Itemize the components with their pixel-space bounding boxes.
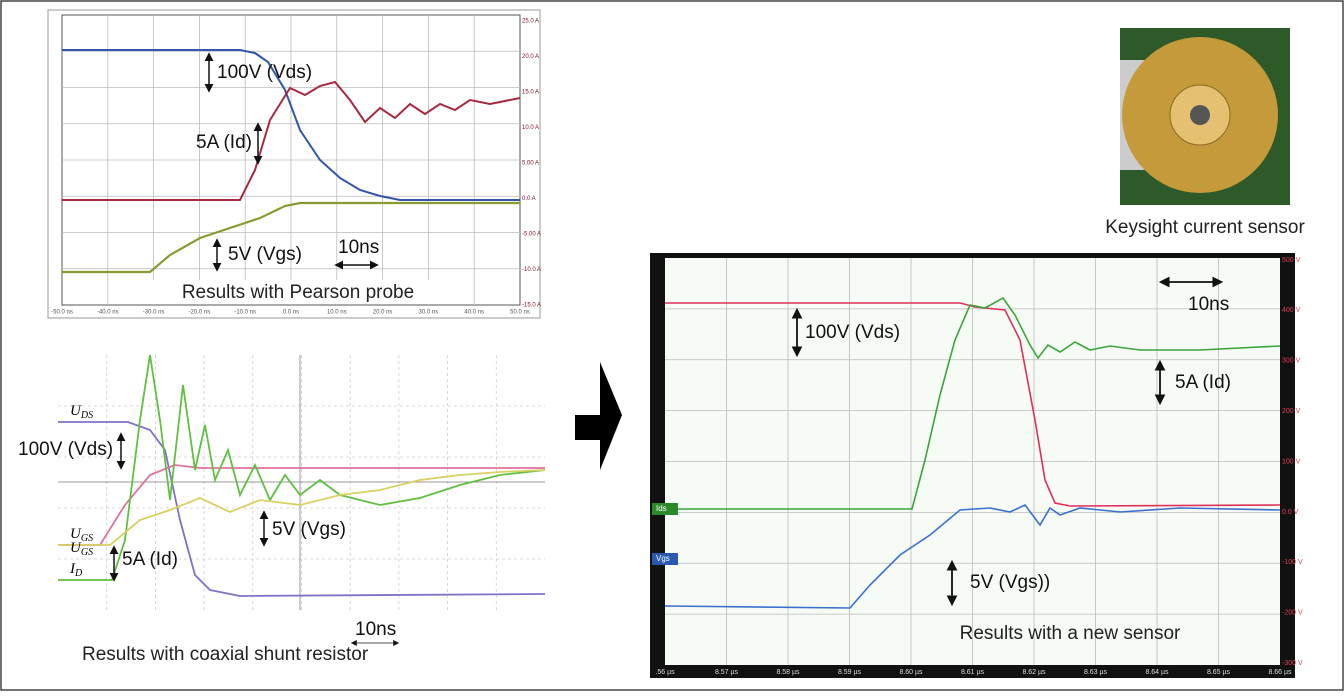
channel-tag: Ids: [656, 504, 667, 513]
right-axis-label: -100 V: [1282, 559, 1303, 566]
right-axis-label: 10.0 A: [522, 125, 539, 131]
bottom-axis-label: 8.65 µs: [1207, 669, 1231, 676]
photo-center: [1190, 105, 1210, 125]
id-trace: [62, 80, 521, 201]
right-axis-label: -10.0 A: [522, 267, 541, 273]
right-axis-label: -5.00 A: [522, 232, 541, 238]
annotation: 10ns: [338, 237, 379, 258]
signal-label: UGS: [70, 526, 93, 544]
signal-main: U: [70, 403, 82, 419]
coax-panel: UDS UGS UGS ID 100V (Vds) 5V (Vgs) 5A (I…: [18, 354, 546, 665]
annotation: 5A (Id): [122, 549, 178, 570]
right-axis-label: 400 V: [1282, 307, 1301, 314]
pearson-panel: 100V (Vds) 5A (Id) 5V (Vgs) 10ns Results…: [47, 9, 541, 319]
right-axis-label: 0.0 V: [1282, 509, 1299, 516]
annotation: 10ns: [355, 619, 396, 640]
vgs-trace: [664, 504, 1281, 609]
signal-label: ID: [69, 561, 83, 579]
caption: Results with Pearson probe: [182, 282, 414, 303]
annotation: 5V (Vgs): [228, 244, 302, 265]
bottom-axis-label: 8.61 µs: [961, 669, 985, 676]
caption: Results with coaxial shunt resistor: [82, 644, 369, 665]
bottom-axis-label: 10.0 ns: [327, 310, 347, 316]
vds-trace: [665, 302, 1281, 507]
id-trace: [665, 296, 1281, 510]
vds-trace: [62, 49, 520, 201]
annotation: 5V (Vgs)): [970, 572, 1050, 593]
bottom-axis-label: 50.0 ns: [510, 310, 530, 316]
uds-ringing-trace: [58, 354, 546, 581]
bottom-axis-label: -10.0 ns: [234, 310, 256, 316]
annotation: 100V (Vds): [805, 322, 900, 343]
transition-arrow: [575, 362, 622, 470]
right-axis-label: 100 V: [1282, 458, 1301, 465]
channel-tag-bg: [652, 553, 678, 565]
channel-tag-bg: [652, 503, 678, 515]
right-axis-label: -200 V: [1282, 610, 1303, 617]
bottom-axis-label: 30.0 ns: [419, 310, 439, 316]
signal-label: UDS: [70, 403, 93, 421]
bottom-axis-label: 8.60 µs: [899, 669, 923, 676]
bottom-axis-label: .56 µs: [655, 669, 675, 676]
bottom-axis-label: 8.63 µs: [1084, 669, 1108, 676]
uds-trace: [58, 421, 546, 597]
caption: Keysight current sensor: [1105, 217, 1305, 238]
bottom-axis-label: 8.58 µs: [776, 669, 800, 676]
signal-main: U: [70, 526, 82, 542]
signal-sub: D: [74, 568, 83, 579]
right-axis-label: 0.0 A: [522, 196, 536, 202]
signal-sub: GS: [81, 547, 93, 558]
annotation: 5V (Vgs): [272, 519, 346, 540]
vgs-trace: [62, 201, 520, 274]
signal-sub: GS: [81, 533, 93, 544]
right-axis-label: -300 V: [1282, 660, 1303, 667]
right-axis-label: -15.0 A: [522, 303, 541, 309]
annotation: 100V (Vds): [217, 62, 312, 83]
bottom-axis-label: 8.62 µs: [1022, 669, 1046, 676]
bottom-axis-label: 8.66 µs: [1268, 669, 1292, 676]
right-axis-label: 20.0 A: [522, 54, 539, 60]
bottom-axis-label: 8.57 µs: [715, 669, 739, 676]
right-axis-label: 200 V: [1282, 408, 1301, 415]
annotation: 100V (Vds): [18, 439, 113, 460]
bottom-axis-label: -30.0 ns: [143, 310, 165, 316]
right-axis-label: 5.00 A: [522, 161, 539, 167]
annotation: 10ns: [1188, 294, 1229, 315]
caption: Results with a new sensor: [960, 623, 1181, 644]
right-axis-label: 15.0 A: [522, 90, 539, 96]
annotation: 5A (Id): [196, 132, 252, 153]
signal-main: I: [69, 561, 76, 577]
ugs-trace: [58, 469, 546, 546]
right-axis-label: 25.0 A: [522, 19, 539, 25]
signal-main: U: [70, 540, 82, 556]
annotation: 5A (Id): [1175, 372, 1231, 393]
new-sensor-panel: Ids Vgs 100V (Vds) 5A (Id) 5V (Vgs)) 10n…: [650, 253, 1303, 678]
caption-bg: [150, 280, 445, 304]
signal-sub: DS: [80, 410, 93, 421]
bottom-axis-label: -20.0 ns: [189, 310, 211, 316]
bottom-axis-label: -50.0 ns: [51, 310, 73, 316]
channel-tag: Vgs: [656, 554, 670, 563]
signal-label: UGS: [70, 540, 93, 558]
bottom-axis-label: 8.59 µs: [838, 669, 862, 676]
right-axis-label: 500 V: [1282, 257, 1301, 264]
bottom-axis-label: 20.0 ns: [373, 310, 393, 316]
bottom-axis-label: 0.0 ns: [283, 310, 299, 316]
bottom-axis-label: -40.0 ns: [97, 310, 119, 316]
sensor-photo: Keysight current sensor: [1105, 28, 1305, 238]
bottom-axis-label: 40.0 ns: [464, 310, 484, 316]
bottom-axis-label: 8.64 µs: [1145, 669, 1169, 676]
right-axis-label: 300 V: [1282, 358, 1301, 365]
